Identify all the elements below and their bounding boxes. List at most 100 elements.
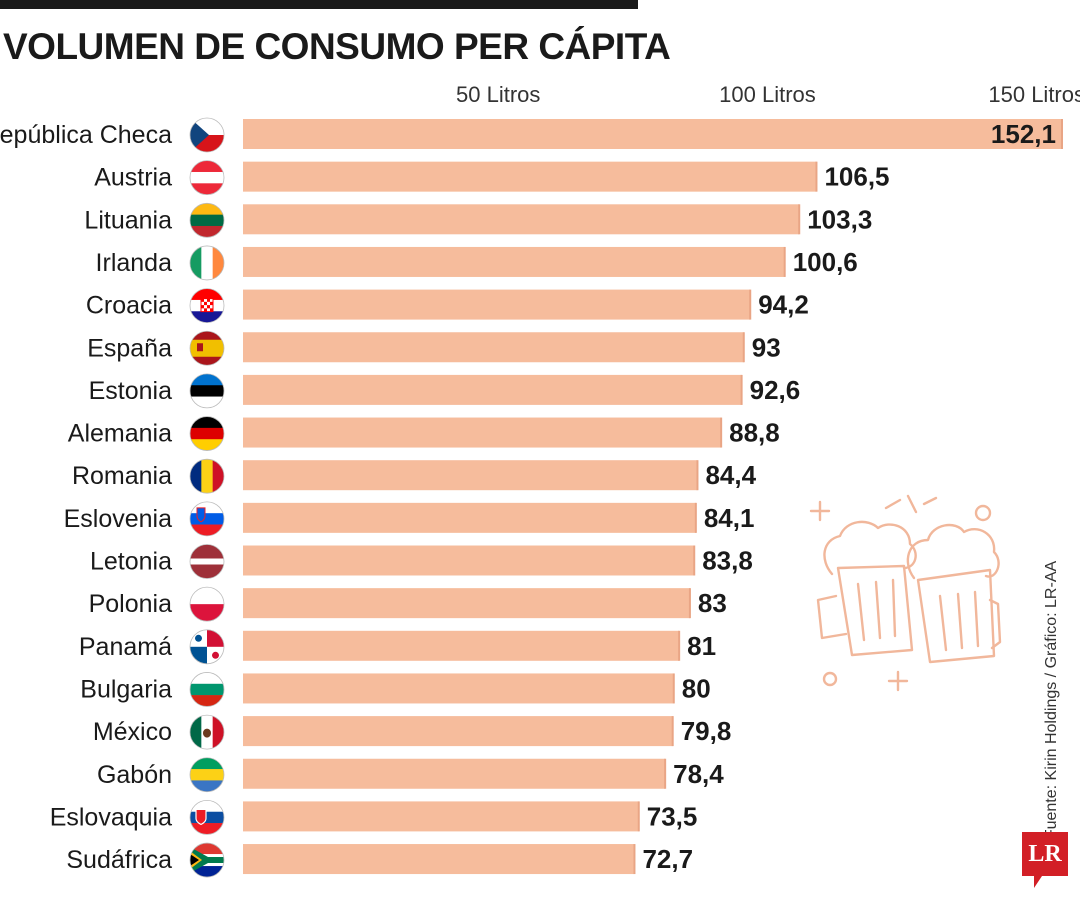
lr-logo-shape	[1022, 832, 1068, 888]
bar	[243, 673, 674, 704]
category-label: Romania	[72, 462, 172, 490]
chart-row: Polonia 83	[89, 586, 727, 622]
category-label: México	[93, 718, 172, 746]
bar	[243, 716, 673, 747]
category-label: Lituania	[84, 206, 172, 234]
chart-row: Lituania 103,3	[84, 202, 872, 238]
bar	[243, 161, 817, 192]
category-label: Panamá	[79, 633, 172, 661]
value-label: 78,4	[673, 759, 724, 789]
chart-row: Bulgaria 80	[80, 672, 711, 707]
chart-title: VOLUMEN DE CONSUMO PER CÁPITA	[3, 26, 671, 67]
category-label: Irlanda	[96, 249, 173, 277]
lithuania-flag-icon	[189, 202, 225, 238]
value-label: 80	[682, 673, 711, 703]
x-tick-label: 50 Litros	[456, 82, 540, 107]
category-label: Alemania	[68, 420, 172, 448]
bar	[243, 502, 696, 533]
latvia-flag-icon	[189, 544, 225, 579]
panama-flag-icon	[189, 629, 225, 665]
bar	[243, 844, 635, 875]
value-label: 100,6	[793, 247, 858, 277]
x-tick-label: 150 Litros	[988, 82, 1080, 107]
bar	[243, 119, 1062, 149]
austria-flag-icon	[189, 160, 225, 196]
czech-republic-flag-icon	[189, 117, 225, 153]
category-label: Letonia	[90, 548, 172, 576]
chart-row: Eslovaquia 73,5	[50, 800, 698, 835]
lr-logo: LR	[1022, 832, 1068, 888]
chart-row: Estonia 92,6	[89, 373, 801, 409]
category-label: Sudáfrica	[66, 846, 172, 874]
gabon-flag-icon	[189, 757, 225, 793]
x-tick-label: 100 Litros	[719, 82, 816, 107]
ireland-flag-icon	[189, 245, 225, 281]
axis-ticks: 50 Litros 100 Litros 150 Litros	[456, 82, 1080, 107]
chart-row: Panamá 81	[79, 629, 716, 665]
chart-row: Letonia 83,8	[90, 544, 753, 579]
bar	[243, 332, 744, 363]
chart-row: Austria 106,5	[94, 160, 890, 196]
category-label: República Checa	[0, 121, 172, 149]
bar	[243, 417, 722, 448]
value-label: 84,1	[704, 503, 755, 533]
category-label: España	[87, 334, 172, 362]
value-label: 83,8	[702, 546, 753, 576]
bar	[243, 588, 690, 619]
category-label: Eslovaquia	[50, 803, 172, 831]
value-label: 152,1	[991, 119, 1056, 149]
category-label: Gabón	[97, 761, 172, 789]
chart-row: Irlanda 100,6	[96, 245, 858, 281]
south-africa-flag-icon	[189, 842, 225, 878]
value-label: 93	[752, 332, 781, 362]
value-label: 81	[687, 631, 716, 661]
category-label: Austria	[94, 164, 172, 192]
category-label: Bulgaria	[80, 675, 172, 703]
chart-row: Alemania 88,8	[68, 416, 780, 451]
slovenia-flag-icon	[189, 501, 225, 537]
bar	[243, 545, 695, 576]
chart-row: España 93	[87, 330, 781, 366]
category-label: Polonia	[89, 590, 172, 618]
source-credit: Fuente: Kirin Holdings / Gráfico: LR-AA	[1043, 560, 1060, 840]
value-label: 73,5	[647, 801, 698, 831]
chart-row: México 79,8	[93, 714, 732, 750]
bar	[243, 204, 800, 235]
category-label: Croacia	[86, 292, 172, 320]
value-label: 79,8	[681, 716, 732, 746]
chart-row: Croacia 94,2	[86, 288, 809, 324]
spain-flag-icon	[189, 330, 225, 366]
bar-rows: República Checa 152,1 Austria 106,5 Lituania…	[0, 117, 1063, 878]
romania-flag-icon	[189, 458, 225, 494]
bar	[243, 801, 639, 832]
top-rule	[0, 0, 638, 9]
bar	[243, 289, 751, 320]
value-label: 106,5	[824, 162, 889, 192]
chart-row: República Checa 152,1	[0, 117, 1063, 153]
bar	[243, 460, 698, 491]
value-label: 84,4	[705, 460, 756, 490]
beer-mugs-toast-icon	[809, 494, 1002, 692]
category-label: Eslovenia	[64, 505, 172, 533]
value-label: 72,7	[642, 844, 693, 874]
bar	[243, 246, 785, 277]
germany-flag-icon	[189, 416, 225, 451]
chart-row: Eslovenia 84,1	[64, 501, 755, 537]
bar	[243, 630, 680, 661]
poland-flag-icon	[189, 586, 225, 622]
chart-row: Gabón 78,4	[97, 757, 724, 793]
category-label: Estonia	[89, 377, 172, 405]
bar	[243, 374, 742, 405]
value-label: 103,3	[807, 204, 872, 234]
value-label: 88,8	[729, 418, 780, 448]
chart-row: Sudáfrica 72,7	[66, 842, 693, 878]
chart-row: Romania 84,4	[72, 458, 757, 494]
croatia-flag-icon	[189, 288, 225, 324]
value-label: 92,6	[750, 375, 801, 405]
value-label: 94,2	[758, 290, 809, 320]
bar	[243, 758, 666, 789]
lr-logo-text: LR	[1028, 841, 1062, 867]
bulgaria-flag-icon	[189, 672, 225, 707]
value-label: 83	[698, 588, 727, 618]
